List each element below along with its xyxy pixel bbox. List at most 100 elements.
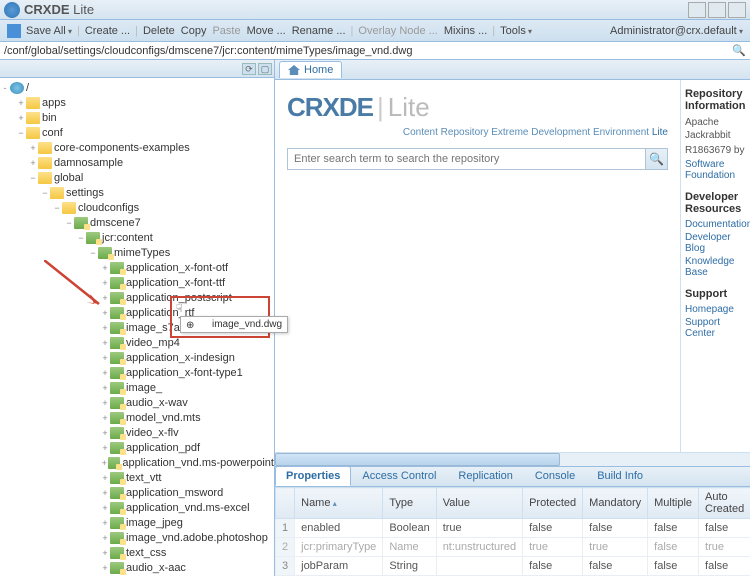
- tree-node-text_css[interactable]: +text_css: [0, 545, 274, 560]
- tree-node-application_pdf[interactable]: +application_pdf: [0, 440, 274, 455]
- tree-node-application_vnd.ms-excel[interactable]: +application_vnd.ms-excel: [0, 500, 274, 515]
- app-header: CRXDE Lite: [0, 0, 750, 20]
- content-scrollbar[interactable]: [275, 452, 750, 466]
- repo-link[interactable]: Software Foundation: [685, 159, 746, 181]
- brand-crxde: CRXDE: [287, 92, 373, 123]
- tree-node-application_vnd.ms-powerpoint[interactable]: +application_vnd.ms-powerpoint: [0, 455, 274, 470]
- support-heading: Support: [685, 288, 746, 300]
- tree-node-audio_x-wav[interactable]: +audio_x-wav: [0, 395, 274, 410]
- info-sidebar: Repository Information Apache Jackrabbit…: [680, 80, 750, 452]
- save-icon: [7, 24, 21, 38]
- tree-root[interactable]: -/: [0, 80, 274, 95]
- move-button[interactable]: Move ...: [247, 25, 286, 37]
- props-col-protected[interactable]: Protected: [523, 488, 583, 519]
- header-button-1[interactable]: [688, 2, 706, 18]
- dev-kb-link[interactable]: Knowledge Base: [685, 256, 746, 278]
- dev-heading: Developer Resources: [685, 191, 746, 215]
- tree-node-video_mp4[interactable]: +video_mp4: [0, 335, 274, 350]
- tree-node-image_vnd.adobe.photoshop[interactable]: +image_vnd.adobe.photoshop: [0, 530, 274, 545]
- welcome-panel: CRXDE | Lite Content Repository Extreme …: [275, 80, 680, 452]
- home-tab-label: Home: [304, 64, 333, 76]
- tree-node-text_vtt[interactable]: +text_vtt: [0, 470, 274, 485]
- header-button-2[interactable]: [708, 2, 726, 18]
- tree-node-application_x-font-type1[interactable]: +application_x-font-type1: [0, 365, 274, 380]
- properties-panel: PropertiesAccess ControlReplicationConso…: [275, 466, 750, 576]
- header-button-3[interactable]: [728, 2, 746, 18]
- tree-node-application_msword[interactable]: +application_msword: [0, 485, 274, 500]
- rename-button[interactable]: Rename ...: [292, 25, 346, 37]
- props-col-value[interactable]: Value: [436, 488, 522, 519]
- props-col-type[interactable]: Type: [383, 488, 436, 519]
- tree-node-settings[interactable]: −settings: [0, 185, 274, 200]
- props-tab-replication[interactable]: Replication: [447, 466, 523, 486]
- app-logo-icon: [4, 2, 20, 18]
- overlay-button: Overlay Node ...: [358, 25, 437, 37]
- tree-collapse-icon[interactable]: ▢: [258, 63, 272, 75]
- tree-node-image_jpeg[interactable]: +image_jpeg: [0, 515, 274, 530]
- repo-search-button[interactable]: 🔍: [646, 148, 668, 170]
- scrollbar-thumb[interactable]: [275, 453, 560, 466]
- drag-label: image_vnd.dwg: [212, 319, 282, 330]
- tree-node-jcr:content[interactable]: −jcr:content: [0, 230, 274, 245]
- create-button[interactable]: Create ...: [85, 25, 130, 37]
- user-menu[interactable]: Administrator@crx.default: [610, 25, 743, 37]
- props-col-mandatory[interactable]: Mandatory: [583, 488, 648, 519]
- props-row[interactable]: 3jobParamStringfalsefalsefalsefalse: [276, 557, 750, 576]
- props-tab-properties[interactable]: Properties: [275, 466, 351, 486]
- repo-info-2: R1863679 by: [685, 144, 746, 157]
- tree-node-dmscene7[interactable]: −dmscene7: [0, 215, 274, 230]
- brand-lite: Lite: [388, 92, 430, 123]
- paste-button: Paste: [212, 25, 240, 37]
- tree-node-apps[interactable]: +apps: [0, 95, 274, 110]
- props-col-auto-created[interactable]: Auto Created: [699, 488, 750, 519]
- tree-node-model_vnd.mts[interactable]: +model_vnd.mts: [0, 410, 274, 425]
- tree-toolbar: ⟳ ▢: [0, 60, 274, 78]
- copy-button[interactable]: Copy: [181, 25, 207, 37]
- home-icon: [288, 65, 300, 75]
- app-logo-text: CRXDE Lite: [24, 2, 94, 17]
- tree-node-cloudconfigs[interactable]: −cloudconfigs: [0, 200, 274, 215]
- tree-node-image_[interactable]: +image_: [0, 380, 274, 395]
- dev-blog-link[interactable]: Developer Blog: [685, 232, 746, 254]
- tree-node-application_postscript[interactable]: +application_postscript: [0, 290, 274, 305]
- props-row[interactable]: 1enabledBooleantruefalsefalsefalsefalse: [276, 519, 750, 538]
- search-icon[interactable]: 🔍: [732, 44, 746, 58]
- props-tab-access-control[interactable]: Access Control: [351, 466, 447, 486]
- content-tabs: Home: [275, 60, 750, 80]
- save-all-button[interactable]: Save All: [26, 25, 72, 37]
- drag-node-icon: [199, 320, 209, 330]
- tree-node-application_x-indesign[interactable]: +application_x-indesign: [0, 350, 274, 365]
- tools-button[interactable]: Tools: [500, 25, 532, 37]
- props-col-name[interactable]: Name: [295, 488, 383, 519]
- tree-node-audio_x-aac[interactable]: +audio_x-aac: [0, 560, 274, 575]
- properties-tabs: PropertiesAccess ControlReplicationConso…: [275, 467, 750, 487]
- repo-info-1: Apache Jackrabbit: [685, 116, 746, 142]
- tree-node-damnosample[interactable]: +damnosample: [0, 155, 274, 170]
- mixins-button[interactable]: Mixins ...: [444, 25, 487, 37]
- tree-node-application_x-font-otf[interactable]: +application_x-font-otf: [0, 260, 274, 275]
- tree-node-application_x-font-ttf[interactable]: +application_x-font-ttf: [0, 275, 274, 290]
- props-row[interactable]: 2jcr:primaryTypeNament:unstructuredtruet…: [276, 538, 750, 557]
- properties-table: NameTypeValueProtectedMandatoryMultipleA…: [275, 487, 750, 576]
- tree-node-mimeTypes[interactable]: −mimeTypes: [0, 245, 274, 260]
- repo-heading: Repository Information: [685, 88, 746, 112]
- props-tab-console[interactable]: Console: [524, 466, 586, 486]
- drag-plus-icon: ⊕: [186, 320, 196, 330]
- tree-node-core-components-examples[interactable]: +core-components-examples: [0, 140, 274, 155]
- props-tab-build-info[interactable]: Build Info: [586, 466, 654, 486]
- tree-node-bin[interactable]: +bin: [0, 110, 274, 125]
- home-tab[interactable]: Home: [279, 61, 342, 78]
- delete-button[interactable]: Delete: [143, 25, 175, 37]
- support-home-link[interactable]: Homepage: [685, 304, 746, 315]
- brand-divider: |: [377, 92, 384, 123]
- main-toolbar: Save All | Create ... | Delete Copy Past…: [0, 20, 750, 42]
- path-input[interactable]: [4, 45, 732, 57]
- tree-node-global[interactable]: −global: [0, 170, 274, 185]
- tree-node-conf[interactable]: −conf: [0, 125, 274, 140]
- support-center-link[interactable]: Support Center: [685, 317, 746, 339]
- props-col-multiple[interactable]: Multiple: [648, 488, 699, 519]
- tree-refresh-icon[interactable]: ⟳: [242, 63, 256, 75]
- tree-node-video_x-flv[interactable]: +video_x-flv: [0, 425, 274, 440]
- dev-doc-link[interactable]: Documentation: [685, 219, 746, 230]
- repo-search-input[interactable]: [287, 148, 646, 170]
